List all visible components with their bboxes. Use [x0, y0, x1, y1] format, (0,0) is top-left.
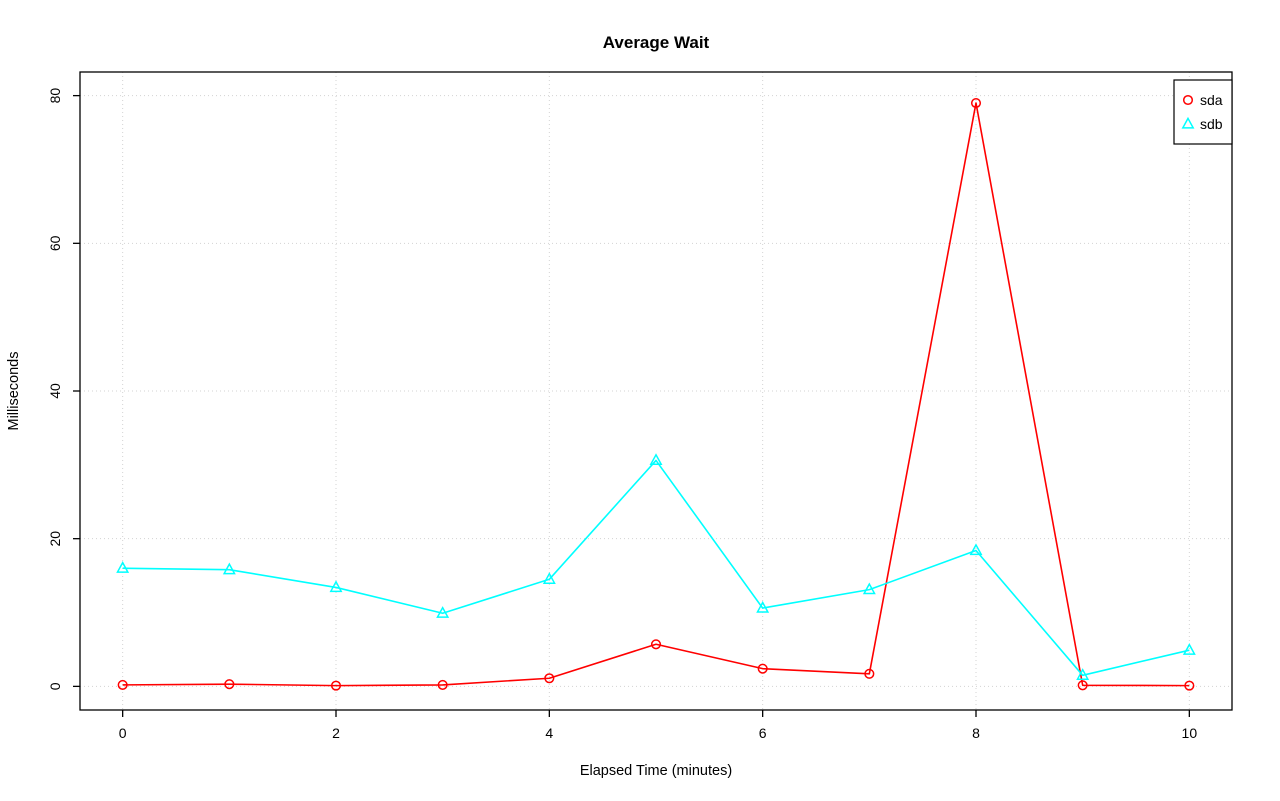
series-marker-circle [1077, 680, 1088, 691]
series-marker-circle [864, 668, 875, 679]
series-marker-triangle [756, 600, 770, 613]
legend-label: sdb [1200, 116, 1223, 132]
series-marker-triangle [222, 562, 236, 575]
series-marker-triangle [862, 582, 876, 595]
legend: sda sdb [1173, 79, 1233, 145]
legend-box [1173, 79, 1233, 145]
series-marker-triangle [116, 561, 130, 573]
x-tick-label: 8 [972, 725, 980, 741]
series-marker-triangle [1182, 643, 1196, 655]
x-tick-label: 4 [545, 725, 553, 741]
series-marker-circle [544, 673, 555, 684]
series-marker-circle [1184, 680, 1195, 691]
y-tick-label: 40 [47, 383, 63, 399]
series-marker-circle [437, 679, 448, 690]
series-marker-triangle [969, 543, 983, 556]
y-tick-label: 20 [47, 531, 63, 547]
series-marker-circle [757, 663, 768, 674]
series-marker-circle [970, 97, 982, 109]
y-axis-label: Milliseconds [6, 351, 22, 431]
series-sda [117, 97, 1195, 691]
x-tick-label: 0 [119, 725, 127, 741]
x-tick-label: 6 [759, 725, 767, 741]
series-marker-triangle [542, 572, 556, 584]
y-tick-label: 0 [47, 682, 63, 690]
series-marker-triangle [649, 453, 663, 466]
series-marker-circle [117, 679, 128, 690]
x-axis-label: Elapsed Time (minutes) [579, 763, 733, 779]
y-tick-label: 80 [47, 88, 63, 104]
chart-title: Average Wait [602, 33, 710, 52]
series-marker-triangle [436, 606, 450, 618]
series-marker-triangle [1181, 116, 1195, 129]
series-marker-circle [224, 679, 235, 690]
series-marker-triangle [1076, 668, 1090, 680]
series-marker-circle [1182, 94, 1194, 106]
legend-label: sda [1200, 92, 1223, 108]
series-line [122, 102, 1190, 687]
x-tick-label: 10 [1182, 725, 1198, 741]
x-tick-label: 2 [332, 725, 340, 741]
series-marker-circle [650, 639, 662, 650]
series-sdb [116, 453, 1196, 680]
series-line [122, 459, 1190, 677]
series-marker-circle [330, 680, 342, 691]
series-marker-triangle [329, 580, 343, 593]
y-tick-label: 60 [47, 235, 63, 251]
